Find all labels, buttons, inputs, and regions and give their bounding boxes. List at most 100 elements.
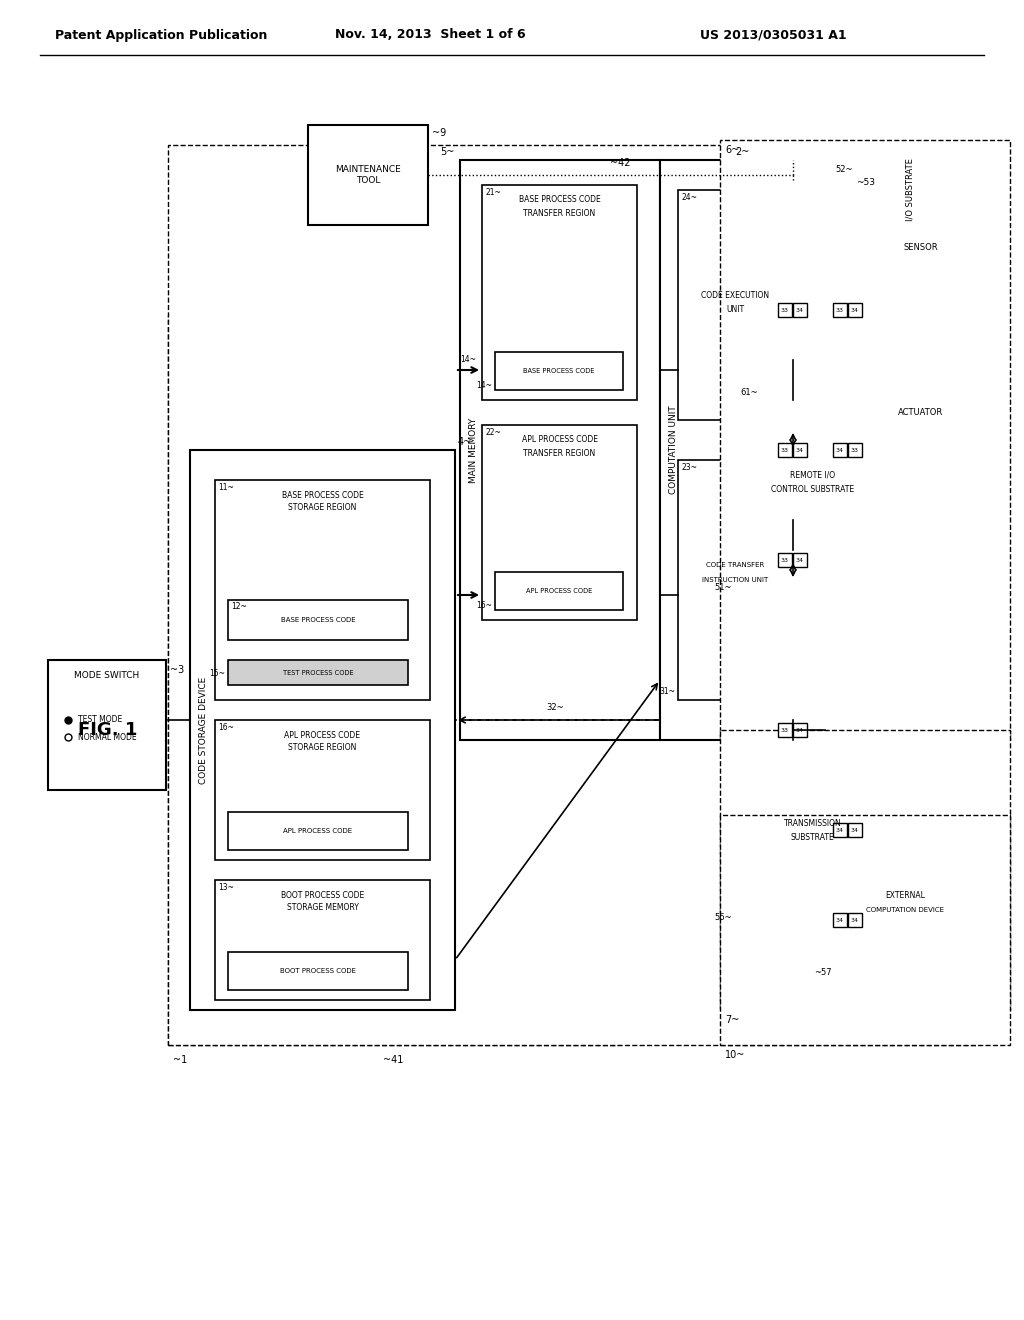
Text: 34: 34: [836, 917, 844, 923]
Bar: [793, 444, 807, 457]
Text: 12~: 12~: [231, 602, 247, 611]
Bar: [878, 355, 963, 470]
Text: 23~: 23~: [681, 463, 697, 473]
Text: ~42: ~42: [609, 158, 630, 168]
Text: 11~: 11~: [218, 483, 233, 492]
Bar: [228, 660, 408, 685]
Text: 56~: 56~: [715, 913, 732, 921]
Text: 15~: 15~: [209, 668, 225, 677]
Text: REMOTE I/O: REMOTE I/O: [790, 470, 835, 479]
Text: 52~: 52~: [835, 165, 853, 174]
Bar: [190, 450, 455, 1010]
Text: APL PROCESS CODE: APL PROCESS CODE: [521, 436, 597, 445]
Bar: [678, 190, 793, 420]
Text: 34: 34: [796, 727, 804, 733]
Text: 34: 34: [836, 447, 844, 453]
Text: 33: 33: [781, 557, 790, 562]
Text: BASE PROCESS CODE: BASE PROCESS CODE: [281, 616, 355, 623]
Bar: [793, 723, 807, 737]
Text: 34: 34: [796, 308, 804, 313]
Bar: [848, 444, 862, 457]
Text: CODE EXECUTION: CODE EXECUTION: [701, 290, 770, 300]
Text: 4~: 4~: [458, 437, 472, 447]
Text: BASE PROCESS CODE: BASE PROCESS CODE: [523, 368, 595, 374]
Bar: [793, 553, 807, 568]
Bar: [482, 185, 637, 400]
Text: 34: 34: [851, 917, 859, 923]
Text: I/O SUBSTRATE: I/O SUBSTRATE: [905, 158, 914, 222]
Bar: [778, 723, 792, 737]
Text: STORAGE REGION: STORAGE REGION: [289, 743, 356, 752]
Text: 16~: 16~: [218, 723, 234, 733]
Bar: [228, 952, 408, 990]
Bar: [215, 480, 430, 700]
Text: TEST MODE: TEST MODE: [78, 715, 122, 725]
Text: ACTUATOR: ACTUATOR: [898, 408, 943, 417]
Bar: [678, 459, 793, 700]
Text: 33: 33: [836, 308, 844, 313]
Text: BASE PROCESS CODE: BASE PROCESS CODE: [518, 195, 600, 205]
Text: 14~: 14~: [460, 355, 476, 364]
Text: 34: 34: [796, 447, 804, 453]
Bar: [495, 352, 623, 389]
Text: APL PROCESS CODE: APL PROCESS CODE: [285, 730, 360, 739]
Bar: [48, 660, 166, 789]
Text: FIG. 1: FIG. 1: [78, 721, 137, 739]
Bar: [720, 730, 1010, 1010]
Bar: [833, 444, 847, 457]
Text: 16~: 16~: [476, 601, 492, 610]
Bar: [778, 304, 792, 317]
Text: STORAGE MEMORY: STORAGE MEMORY: [287, 903, 358, 912]
Text: 34: 34: [851, 828, 859, 833]
Bar: [848, 304, 862, 317]
Text: STORAGE REGION: STORAGE REGION: [289, 503, 356, 512]
Text: CONTROL SUBSTRATE: CONTROL SUBSTRATE: [771, 486, 854, 495]
Text: Patent Application Publication: Patent Application Publication: [55, 29, 267, 41]
Text: MAINTENANCE
TOOL: MAINTENANCE TOOL: [335, 165, 400, 185]
Bar: [720, 140, 1010, 741]
Text: 24~: 24~: [681, 193, 697, 202]
Bar: [778, 553, 792, 568]
Text: 7~: 7~: [725, 1015, 739, 1026]
Bar: [460, 160, 660, 741]
Text: ~53: ~53: [856, 178, 874, 187]
Text: ~57: ~57: [814, 968, 831, 977]
Text: 33: 33: [781, 308, 790, 313]
Text: 33: 33: [781, 447, 790, 453]
Bar: [228, 601, 408, 640]
Bar: [833, 822, 847, 837]
Bar: [215, 719, 430, 861]
Text: APL PROCESS CODE: APL PROCESS CODE: [526, 587, 592, 594]
Text: 34: 34: [851, 308, 859, 313]
Bar: [168, 315, 618, 1045]
Text: TRANSFER REGION: TRANSFER REGION: [523, 209, 596, 218]
Bar: [833, 304, 847, 317]
Bar: [495, 572, 623, 610]
Text: TRANSMISSION: TRANSMISSION: [783, 818, 842, 828]
Text: COMPUTATION UNIT: COMPUTATION UNIT: [669, 405, 678, 495]
Bar: [228, 812, 408, 850]
Bar: [660, 160, 825, 741]
Text: ~3: ~3: [170, 665, 184, 675]
Bar: [833, 913, 847, 927]
Text: CODE STORAGE DEVICE: CODE STORAGE DEVICE: [199, 676, 208, 784]
Bar: [735, 400, 890, 579]
Text: BASE PROCESS CODE: BASE PROCESS CODE: [282, 491, 364, 499]
Text: ~41: ~41: [383, 1055, 403, 1065]
Text: 34: 34: [836, 828, 844, 833]
Text: CODE TRANSFER: CODE TRANSFER: [707, 562, 765, 568]
Bar: [848, 913, 862, 927]
Text: TRANSFER REGION: TRANSFER REGION: [523, 449, 596, 458]
Text: SUBSTRATE: SUBSTRATE: [791, 833, 835, 842]
Text: 31~: 31~: [659, 688, 675, 697]
Text: 6~: 6~: [725, 145, 739, 154]
Text: 33: 33: [781, 727, 790, 733]
Text: 32~: 32~: [546, 704, 564, 711]
Text: MAIN MEMORY: MAIN MEMORY: [469, 417, 477, 483]
Text: 34: 34: [796, 557, 804, 562]
Text: 21~: 21~: [485, 187, 501, 197]
Bar: [878, 190, 963, 305]
Bar: [215, 880, 430, 1001]
Text: INSTRUCTION UNIT: INSTRUCTION UNIT: [702, 577, 769, 583]
Text: 2~: 2~: [735, 147, 750, 157]
